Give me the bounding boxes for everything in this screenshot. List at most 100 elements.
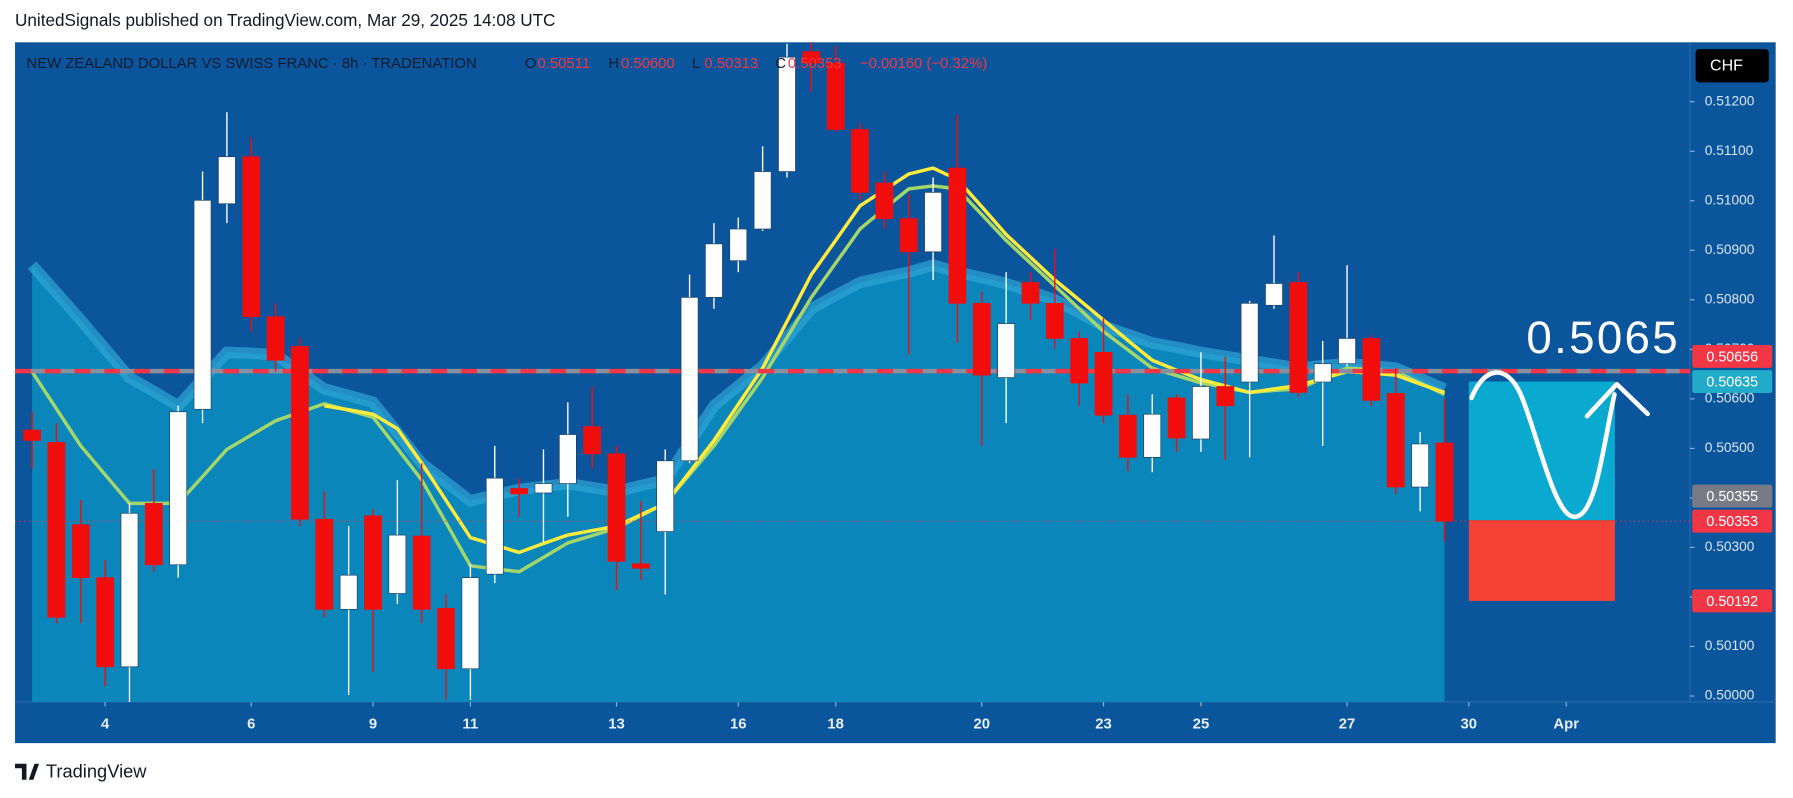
drawings: 0.5065 (1468, 312, 1680, 601)
y-tick-label: 0.50300 (1705, 539, 1755, 554)
candle-body (266, 316, 285, 361)
candle-body (680, 297, 699, 462)
candle-body (802, 51, 821, 64)
y-tick-label: 0.50800 (1705, 291, 1755, 306)
candle-body (753, 171, 772, 230)
indicator-line (30, 184, 1446, 574)
candle-body (558, 434, 577, 484)
price-badge (1692, 509, 1773, 533)
candle-body (1265, 283, 1283, 306)
candle-body (1192, 386, 1210, 440)
ohlc-value: 0.50511 (538, 56, 591, 72)
candle-body (47, 442, 66, 618)
candle-body (899, 218, 918, 253)
candle-body (607, 453, 626, 562)
candle-body (729, 228, 748, 262)
x-tick-label: 9 (369, 717, 377, 733)
x-tick-label: 23 (1095, 717, 1112, 733)
candle-body (875, 182, 894, 219)
price-change: −0.00160 (−0.32%) (860, 56, 987, 72)
candle-body (1216, 386, 1235, 407)
candle-body (339, 574, 358, 610)
plot-area (15, 42, 1690, 702)
candle-body (1386, 393, 1405, 488)
candle-body (71, 524, 90, 579)
ohlc-key: O (525, 56, 537, 72)
price-badge-label: 0.50635 (1706, 374, 1758, 390)
candle-body (1094, 351, 1113, 416)
candle-body (242, 156, 261, 318)
y-tick-label: 0.50100 (1705, 638, 1755, 653)
candle-body (364, 515, 382, 610)
candle-body (972, 302, 991, 376)
y-tick-label: 0.50900 (1705, 242, 1755, 257)
y-tick-label: 0.50000 (1705, 688, 1755, 703)
candle-body (437, 608, 455, 670)
candle-body (120, 512, 139, 668)
candle-body (96, 577, 115, 668)
candle-body (1362, 338, 1381, 401)
ohlc-key: H (608, 56, 619, 72)
candle-body (315, 518, 334, 610)
x-tick-label: 4 (101, 717, 110, 733)
currency-badge[interactable] (1695, 49, 1769, 83)
ohlc-key: C (775, 56, 786, 72)
x-tick-label: 11 (463, 717, 479, 733)
price-badge (1692, 370, 1773, 393)
y-tick-label: 0.50600 (1705, 391, 1755, 406)
price-badge-label: 0.50656 (1706, 349, 1758, 365)
candle-body (1289, 282, 1308, 393)
candle-body (948, 167, 967, 304)
candle-body (169, 411, 188, 566)
candle-body (1313, 363, 1332, 383)
y-tick-label: 0.51200 (1705, 93, 1755, 108)
candle-body (412, 535, 431, 610)
price-badge (1692, 589, 1773, 613)
candle-body (461, 577, 480, 670)
byline: UnitedSignals published on TradingView.c… (15, 10, 555, 30)
x-tick-label: Apr (1553, 717, 1579, 733)
target-annotation: 0.5065 (1526, 312, 1680, 363)
candle-body (193, 199, 212, 410)
price-badge (1692, 344, 1773, 368)
candle-body (1045, 302, 1064, 339)
candle-body (705, 243, 723, 298)
candle-body (388, 534, 407, 594)
candle-body (23, 429, 41, 441)
x-tick-label: 30 (1461, 717, 1478, 733)
logo-icon (15, 763, 40, 780)
x-tick-label: 27 (1339, 717, 1356, 733)
currency-label[interactable]: CHF (1710, 58, 1743, 75)
ohlc-value: 0.50600 (621, 56, 675, 72)
x-tick-label: 20 (974, 717, 991, 733)
candle-body (851, 129, 869, 193)
price-badge-label: 0.50355 (1706, 489, 1758, 505)
x-tick-label: 13 (608, 717, 625, 733)
candle-body (1070, 338, 1089, 384)
candle-body (1021, 282, 1040, 304)
candle-body (583, 426, 602, 455)
candle-body (778, 56, 796, 172)
candle-body (656, 460, 675, 532)
price-badge (1692, 484, 1773, 508)
candle-body (144, 503, 163, 566)
candle-body (1338, 338, 1356, 365)
band-area (32, 265, 1445, 702)
price-badge-label: 0.50192 (1706, 594, 1758, 610)
candle-body (534, 483, 553, 494)
candle-body (1411, 443, 1429, 488)
ohlc-value: 0.50353 (788, 56, 842, 72)
candle-body (997, 323, 1016, 378)
candle-body (291, 346, 309, 520)
candle-body (510, 488, 528, 495)
x-tick-label: 16 (730, 717, 747, 733)
y-tick-label: 0.50500 (1705, 440, 1755, 455)
time-axis: r469111316182023252730Apr (101, 701, 1579, 733)
candle-body (632, 563, 650, 569)
x-tick-label: 6 (247, 717, 255, 733)
ohlc-value: 0.50313 (704, 56, 758, 72)
y-tick-label: 0.51100 (1705, 143, 1754, 158)
footer-logo: TradingView (15, 761, 147, 782)
